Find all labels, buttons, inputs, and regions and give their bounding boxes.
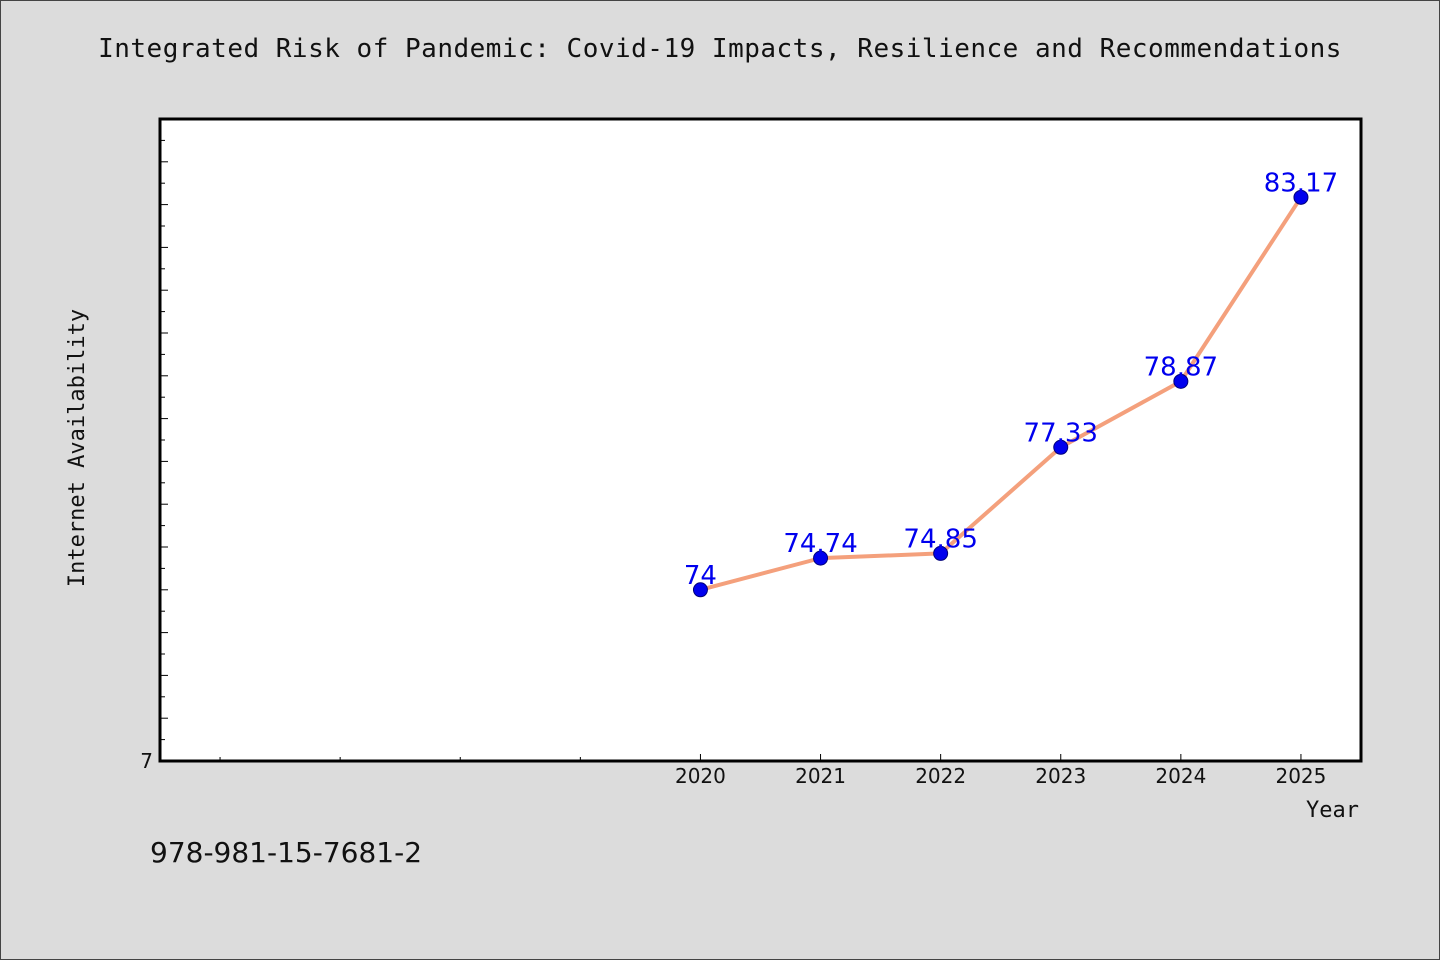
data-label: 78.87: [1144, 352, 1218, 382]
data-point: [933, 545, 949, 561]
x-tick-label: 2020: [675, 764, 726, 788]
data-point: [813, 550, 829, 566]
x-tick-labels: 2020 2021 2022 2023 2024 2025: [675, 764, 1326, 788]
series-layer: [698, 195, 1303, 592]
data-label: 74: [684, 561, 717, 591]
x-tick-label: 2022: [915, 764, 966, 788]
y-tick-labels: 7: [140, 749, 153, 773]
data-label: 74.74: [783, 529, 857, 559]
x-axis-label: Year: [1306, 798, 1359, 823]
plot-area: [158, 117, 1363, 763]
data-label: 74.85: [903, 524, 977, 554]
x-tick-label: 2025: [1275, 764, 1326, 788]
x-tick-label: 2021: [795, 764, 846, 788]
y-axis-label: Internet Availability: [65, 309, 90, 587]
series-line: [698, 195, 1303, 592]
x-tick-label: 2023: [1035, 764, 1086, 788]
data-point: [1173, 373, 1189, 389]
data-point: [692, 582, 708, 598]
x-tick-label: 2024: [1155, 764, 1206, 788]
data-point: [1053, 439, 1069, 455]
isbn-code: 978-981-15-7681-2: [150, 836, 423, 869]
chart-title: Integrated Risk of Pandemic: Covid-19 Im…: [98, 34, 1342, 64]
data-point: [1293, 189, 1309, 205]
data-label: 83.17: [1264, 168, 1338, 198]
label-layer: 74 74.74 74.85 77.33 78.87 83.17: [684, 168, 1338, 590]
x-minor-ticks: [219, 754, 1302, 761]
marker-layer: [692, 189, 1309, 598]
y-tick-label: 7: [140, 749, 153, 773]
data-label: 77.33: [1024, 418, 1098, 448]
y-minor-ticks: [160, 139, 168, 741]
